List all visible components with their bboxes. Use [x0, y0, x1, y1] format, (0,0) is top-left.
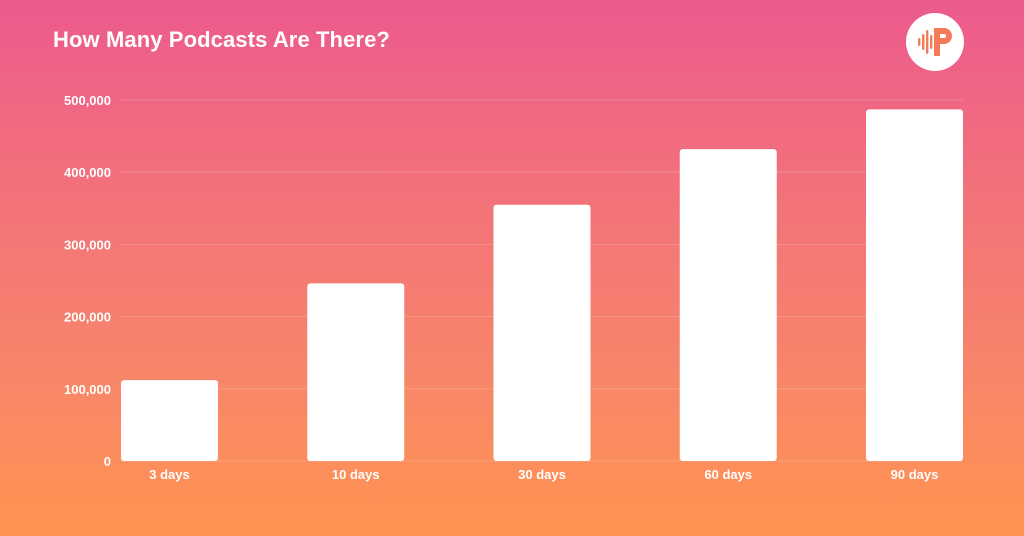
x-axis-ticks: 3 days 10 days 30 days 60 days 90 days [149, 467, 938, 482]
bars [121, 109, 963, 462]
y-tick-label: 200,000 [64, 310, 111, 325]
x-tick-label: 60 days [704, 467, 752, 482]
bar-60-days [679, 149, 777, 461]
y-tick-label: 100,000 [64, 382, 111, 397]
podcast-logo-icon [906, 13, 964, 71]
chart-title: How Many Podcasts Are There? [53, 27, 390, 52]
x-tick-label: 30 days [518, 467, 566, 482]
bar-3-days [121, 380, 218, 461]
bar-90-days [866, 109, 963, 462]
y-axis-ticks: 0 100,000 200,000 300,000 400,000 500,000 [64, 93, 111, 469]
y-tick-label: 500,000 [64, 93, 111, 108]
y-tick-label: 0 [104, 454, 111, 469]
y-tick-label: 400,000 [64, 165, 111, 180]
bar-30-days [493, 204, 591, 461]
y-tick-label: 300,000 [64, 237, 111, 252]
x-tick-label: 10 days [332, 467, 380, 482]
bar-10-days [307, 283, 405, 461]
x-tick-label: 90 days [891, 467, 939, 482]
x-tick-label: 3 days [149, 467, 189, 482]
